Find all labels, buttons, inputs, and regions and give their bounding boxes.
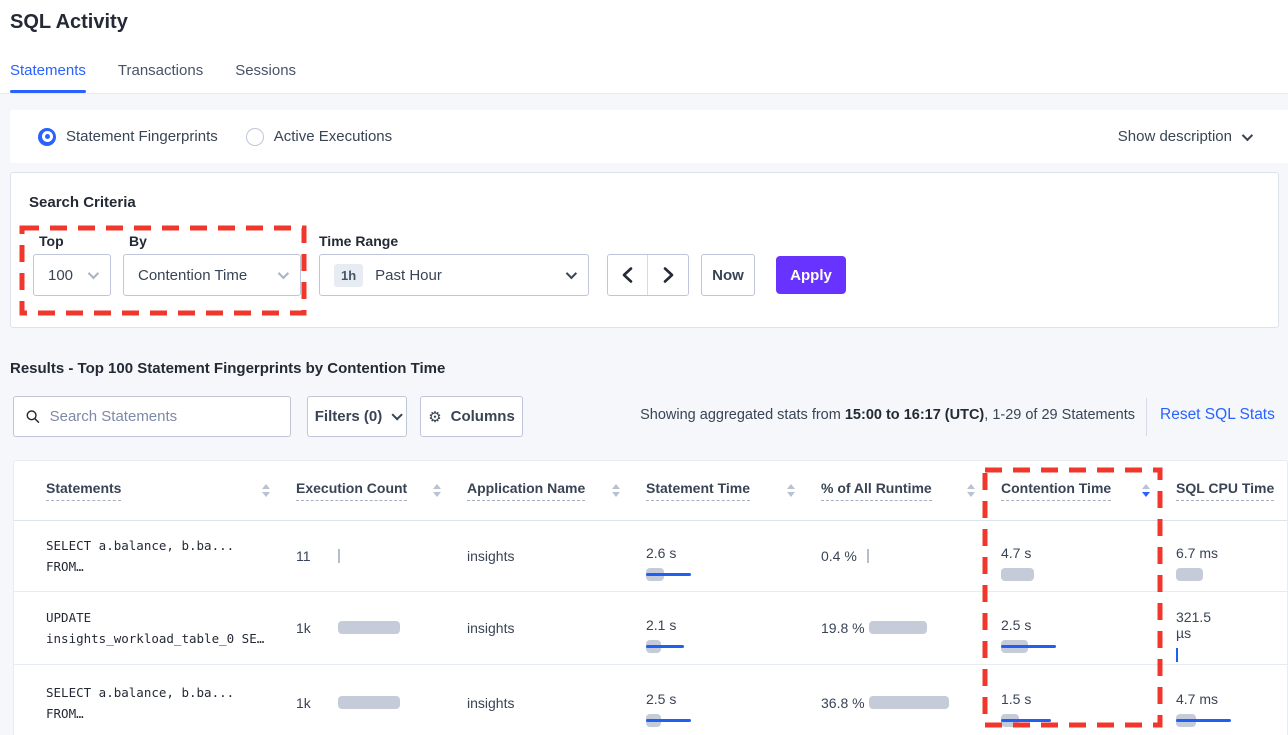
by-label: By [129,233,147,249]
chevron-down-icon [277,267,290,280]
chevron-down-icon [565,267,578,280]
pct-runtime-bar [867,621,1001,635]
search-statements-input[interactable] [49,408,278,425]
stats-time-range: 15:00 to 16:17 (UTC) [844,407,985,423]
execution-count-bar [338,621,467,635]
time-pagination-group [607,254,689,296]
columns-button[interactable]: ⚙ Columns [420,396,523,437]
statement-fingerprint-link[interactable]: SELECT a.balance, b.ba... FROM… [46,538,235,574]
header-statements[interactable]: Statements [46,480,296,501]
pct-runtime-bar [867,549,1001,563]
next-time-button[interactable] [648,255,688,295]
application-name-cell: insights [467,548,515,564]
tab-statements[interactable]: Statements [10,62,86,93]
results-title: Results - Top 100 Statement Fingerprints… [10,360,446,377]
now-button[interactable]: Now [701,254,755,296]
page-title: SQL Activity [10,11,128,33]
radio-selected-icon[interactable] [38,127,56,146]
application-name-cell: insights [467,620,515,636]
search-icon [26,410,40,423]
radio-label: Active Executions [273,128,393,145]
execution-count-bar [338,695,467,710]
table-row[interactable]: UPDATE insights_workload_table_0 SE… 1k i… [14,592,1287,665]
divider [1146,398,1147,436]
show-description-toggle[interactable]: Show description [1117,128,1254,145]
top-label: Top [39,233,64,249]
execution-count-cell: 1k [296,620,467,636]
statement-time-cell: 2.1 s [646,617,821,653]
radio-statement-fingerprints[interactable]: Statement Fingerprints [38,127,218,146]
tab-bar: Statements Transactions Sessions [10,62,296,93]
top-select-value: 100 [48,266,74,284]
sql-cpu-time-cell: 4.7 ms [1176,691,1287,727]
contention-time-cell: 2.5 s [1001,617,1176,653]
time-range-label: Time Range [319,233,399,249]
execution-count-cell: 1k [296,695,467,711]
chevron-left-icon [622,267,633,283]
search-criteria-title: Search Criteria [29,194,136,211]
tab-sessions[interactable]: Sessions [235,62,297,79]
sql-cpu-time-cell: 321.5 µs [1176,609,1287,662]
sql-cpu-time-cell: 6.7 ms [1176,545,1287,581]
columns-button-label: Columns [450,408,515,425]
statements-table: Statements Execution Count Application N… [13,460,1288,735]
chevron-down-icon [391,408,404,421]
pct-runtime-cell: 19.8 % [821,620,1001,636]
table-row[interactable]: SELECT a.balance, b.ba... FROM… 11 insigh… [14,521,1287,592]
chevron-down-icon [87,267,100,280]
statement-time-cell: 2.5 s [646,691,821,727]
header-execution-count[interactable]: Execution Count [296,480,467,501]
by-select[interactable]: Contention Time [123,254,301,296]
tab-transactions[interactable]: Transactions [117,62,204,79]
radio-active-executions[interactable]: Active Executions [245,127,393,146]
application-name-cell: insights [467,694,515,711]
time-range-value: Past Hour [375,266,442,284]
pct-runtime-cell: 36.8 % [821,695,1001,711]
search-criteria-card: Search Criteria Top By Time Range 100 Co… [10,172,1279,328]
show-description-label: Show description [1117,128,1232,145]
header-contention-time[interactable]: Contention Time [1001,480,1176,501]
by-select-value: Contention Time [138,266,248,284]
prev-time-button[interactable] [608,255,648,295]
statement-fingerprint-link[interactable]: UPDATE insights_workload_table_0 SE… [46,610,265,646]
sort-arrows-icon-active[interactable] [1142,484,1150,497]
time-range-badge: 1h [334,263,364,287]
pct-runtime-cell: 0.4 % [821,548,1001,564]
time-range-select[interactable]: 1h Past Hour [319,254,589,296]
table-header-row: Statements Execution Count Application N… [14,461,1287,521]
filters-button[interactable]: Filters (0) [307,396,407,437]
chevron-down-icon [1241,129,1254,141]
header-sql-cpu-time[interactable]: SQL CPU Time [1176,480,1287,501]
reset-sql-stats-link[interactable]: Reset SQL Stats [1160,406,1275,423]
gear-icon: ⚙ [428,407,442,426]
stats-summary: Showing aggregated stats from 15:00 to 1… [640,407,1135,423]
execution-count-bar [338,549,467,563]
header-application-name[interactable]: Application Name [467,480,646,501]
view-toggle-bar: Statement Fingerprints Active Executions… [10,110,1288,163]
apply-button[interactable]: Apply [776,256,846,294]
contention-time-cell: 1.5 s [1001,691,1176,727]
page-header: SQL Activity Statements Transactions Ses… [0,0,1288,94]
chevron-right-icon [663,267,673,283]
view-toggle-group: Statement Fingerprints Active Executions [38,127,393,146]
radio-label: Statement Fingerprints [66,128,218,145]
sort-arrows-icon[interactable] [967,484,975,497]
contention-time-cell: 4.7 s [1001,545,1176,581]
header-pct-all-runtime[interactable]: % of All Runtime [821,480,1001,501]
search-statements-box[interactable] [13,396,291,437]
sort-arrows-icon[interactable] [433,484,441,497]
radio-unselected-icon[interactable] [245,127,264,146]
table-row[interactable]: SELECT a.balance, b.ba... FROM… 1k insigh… [14,665,1287,735]
statement-fingerprint-link[interactable]: SELECT a.balance, b.ba... FROM… [46,684,235,721]
filters-button-label: Filters (0) [314,408,383,425]
top-select[interactable]: 100 [33,254,111,296]
sort-arrows-icon[interactable] [262,484,270,497]
sort-arrows-icon[interactable] [612,484,620,497]
header-statement-time[interactable]: Statement Time [646,480,821,501]
statement-time-cell: 2.6 s [646,545,821,581]
pct-runtime-bar [867,695,1001,710]
sort-arrows-icon[interactable] [787,484,795,497]
execution-count-cell: 11 [296,548,467,564]
